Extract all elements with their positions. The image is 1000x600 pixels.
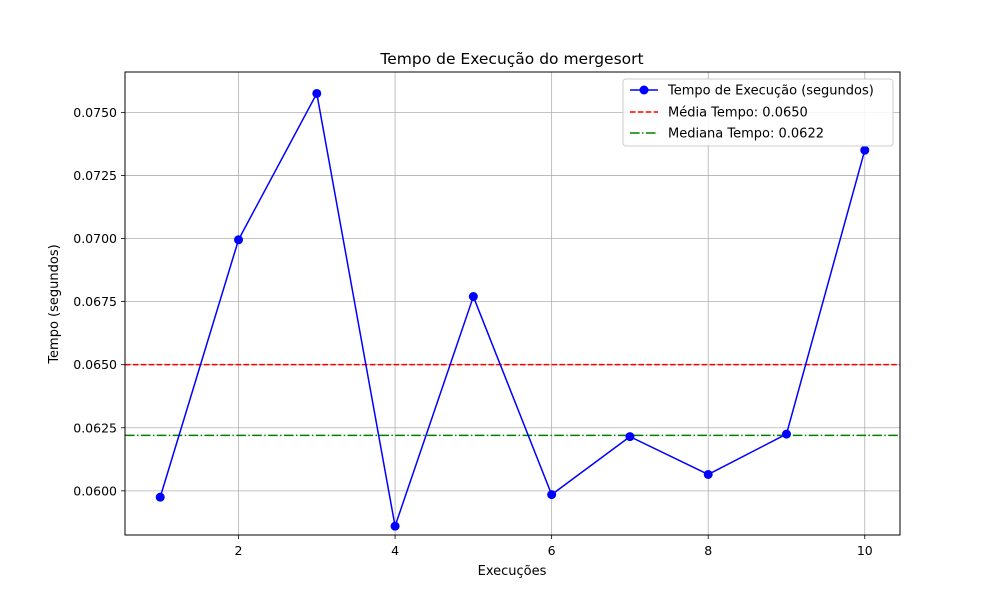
data-point [468,292,478,302]
series-line [159,92,866,527]
chart-title: Tempo de Execução do mergesort [379,50,643,68]
legend-mean-label: Média Tempo: 0.0650 [668,106,808,121]
y-tick-label: 0.0600 [73,483,117,498]
data-point [703,469,713,479]
data-point [860,145,870,155]
legend-series-marker [639,85,649,95]
legend-median-label: Mediana Tempo: 0.0622 [668,127,824,142]
grid-lines [125,72,900,535]
x-tick-label: 6 [548,543,556,558]
y-tick-label: 0.0625 [73,420,117,435]
data-point [234,235,244,245]
data-point [625,432,635,442]
data-point [312,88,322,98]
y-axis-title: Tempo (segundos) [47,244,62,364]
x-tick-label: 8 [704,543,712,558]
legend-frame [622,78,894,147]
data-point [781,429,791,439]
data-point [155,492,165,502]
y-tick-label: 0.0675 [73,294,117,309]
data-point [390,521,400,531]
x-tick-label: 4 [391,543,399,558]
x-axis-title: Execuções [478,564,547,579]
data-series [155,88,870,531]
y-tick-label: 0.0750 [73,105,117,120]
legend: Tempo de Execução (segundos) Média Tempo… [622,78,894,147]
data-point [547,490,557,500]
reference-lines [125,363,900,437]
y-axis-ticks: 0.0600 0.0625 0.0650 0.0675 0.0700 0.0725 0.07… [73,105,125,498]
x-tick-label: 10 [857,543,873,558]
x-axis-ticks: 2 4 6 8 10 [235,535,873,558]
x-tick-label: 2 [235,543,243,558]
plot-frame [124,71,901,536]
y-tick-label: 0.0725 [73,168,117,183]
y-tick-label: 0.0650 [73,357,117,372]
legend-series-label: Tempo de Execução (segundos) [667,84,874,99]
y-tick-label: 0.0700 [73,231,117,246]
